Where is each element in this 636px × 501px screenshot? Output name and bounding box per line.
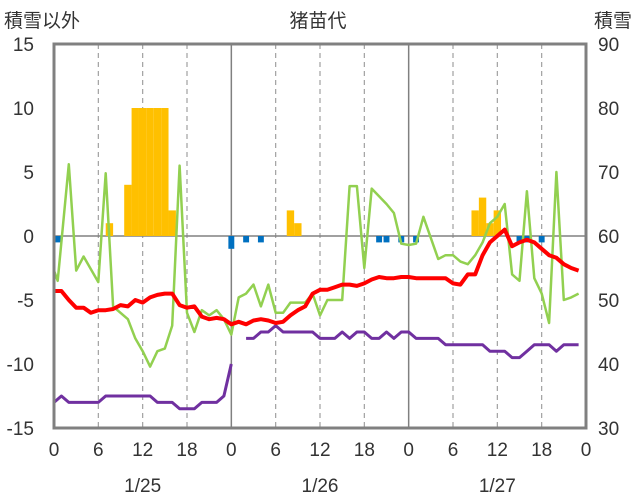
left-tick-label: -15 bbox=[7, 419, 34, 440]
date-label: 1/25 bbox=[124, 476, 161, 497]
snow-depth-line bbox=[246, 324, 579, 360]
x-tick-label: 6 bbox=[93, 440, 104, 461]
precip-bar bbox=[538, 236, 545, 243]
date-label: 1/26 bbox=[302, 476, 339, 497]
snowfall-bar bbox=[471, 210, 479, 236]
right-tick-label: 50 bbox=[598, 291, 619, 312]
line-series bbox=[52, 163, 580, 411]
left-axis-label: 積雪以外 bbox=[4, 10, 80, 32]
left-tick-label: 0 bbox=[23, 227, 34, 248]
right-tick-label: 80 bbox=[598, 99, 619, 120]
x-tick-label: 18 bbox=[354, 440, 375, 461]
bar-series bbox=[54, 108, 545, 249]
x-tick-label: 0 bbox=[49, 440, 60, 461]
precip-bar bbox=[228, 236, 235, 249]
left-tick-label: 15 bbox=[13, 35, 34, 56]
snowfall-bar bbox=[168, 210, 176, 236]
snowfall-bar bbox=[131, 108, 139, 236]
plot-frame bbox=[52, 42, 588, 430]
x-tick-label: 12 bbox=[132, 440, 153, 461]
precip-bar bbox=[257, 236, 264, 243]
snowfall-bar bbox=[138, 108, 147, 236]
x-tick-label: 6 bbox=[270, 440, 281, 461]
precip-bar bbox=[516, 236, 523, 243]
x-tick-label: 12 bbox=[487, 440, 508, 461]
chart-title: 猪苗代 bbox=[289, 10, 346, 32]
x-tick-label: 12 bbox=[309, 440, 330, 461]
left-tick-label: -5 bbox=[17, 291, 34, 312]
snowfall-bar bbox=[493, 210, 502, 236]
snow-depth-line bbox=[53, 363, 233, 411]
snowfall-bar bbox=[153, 108, 162, 236]
precip-bar bbox=[243, 236, 250, 243]
precip-bar bbox=[54, 236, 61, 243]
x-tick-label: 0 bbox=[226, 440, 237, 461]
right-tick-label: 40 bbox=[598, 355, 619, 376]
right-tick-label: 30 bbox=[598, 419, 619, 440]
snowfall-bar bbox=[124, 184, 132, 236]
date-label: 1/27 bbox=[479, 476, 516, 497]
x-tick-label: 0 bbox=[581, 440, 592, 461]
right-tick-label: 60 bbox=[598, 227, 619, 248]
snowfall-bar bbox=[161, 108, 169, 236]
x-tick-label: 18 bbox=[176, 440, 197, 461]
snowfall-bar bbox=[146, 108, 154, 236]
x-tick-label: 6 bbox=[448, 440, 459, 461]
snowfall-bar bbox=[286, 210, 295, 236]
snowfall-bar bbox=[294, 223, 302, 236]
x-tick-label: 18 bbox=[531, 440, 552, 461]
x-tick-label: 0 bbox=[403, 440, 414, 461]
snowfall-bar bbox=[486, 223, 494, 236]
left-tick-label: -10 bbox=[7, 355, 34, 376]
temperature-line bbox=[54, 227, 580, 327]
left-tick-label: 5 bbox=[23, 163, 34, 184]
left-tick-label: 10 bbox=[13, 99, 34, 120]
right-tick-label: 90 bbox=[598, 35, 619, 56]
right-tick-label: 70 bbox=[598, 163, 619, 184]
precip-bar bbox=[383, 236, 390, 243]
right-axis-label: 積雪 bbox=[594, 10, 632, 32]
precip-bar bbox=[376, 236, 383, 243]
snowfall-bar bbox=[478, 197, 487, 236]
